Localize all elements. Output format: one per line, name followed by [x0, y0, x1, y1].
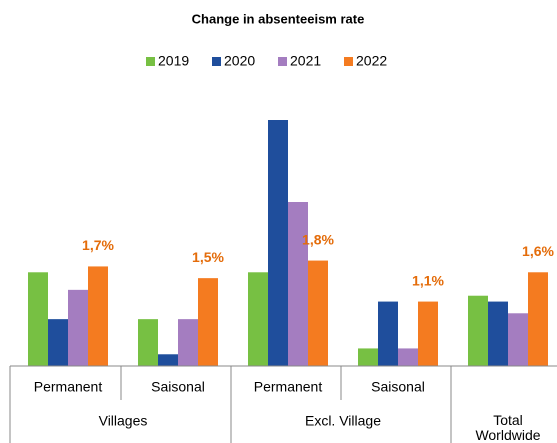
bar	[138, 319, 158, 366]
x-tick-label: Saisonal	[371, 379, 425, 395]
bar	[528, 272, 548, 366]
legend-label: 2021	[290, 53, 321, 69]
legend-swatch	[212, 57, 221, 66]
chart-title: Change in absenteeism rate	[192, 11, 365, 26]
data-label: 1,8%	[302, 231, 334, 247]
x-tick-label: Permanent	[34, 379, 103, 395]
legend-label: 2019	[158, 53, 189, 69]
group-label: Excl. Village	[305, 413, 381, 429]
bar	[418, 301, 438, 366]
x-tick-label: Permanent	[254, 379, 323, 395]
data-label: 1,6%	[522, 243, 554, 259]
bar	[468, 295, 488, 366]
bar	[488, 301, 508, 366]
bar	[308, 260, 328, 366]
legend-label: 2022	[356, 53, 387, 69]
data-label: 1,7%	[82, 237, 114, 253]
group-label: Villages	[99, 413, 148, 429]
bar	[48, 319, 68, 366]
bar	[268, 120, 288, 366]
data-label: 1,1%	[412, 272, 444, 288]
bar	[398, 348, 418, 366]
bar	[358, 348, 378, 366]
bar	[198, 278, 218, 366]
bar	[28, 272, 48, 366]
legend-label: 2020	[224, 53, 255, 69]
bar	[158, 354, 178, 366]
data-label: 1,5%	[192, 249, 224, 265]
bar	[248, 272, 268, 366]
bar	[178, 319, 198, 366]
group-label: Total Worldwide	[475, 412, 541, 443]
x-tick-label: Saisonal	[151, 379, 205, 395]
legend-swatch	[344, 57, 353, 66]
legend-swatch	[278, 57, 287, 66]
bar	[508, 313, 528, 366]
bar	[288, 202, 308, 366]
bar	[378, 301, 398, 366]
legend-swatch	[146, 57, 155, 66]
bar	[88, 266, 108, 366]
bar	[68, 289, 88, 366]
